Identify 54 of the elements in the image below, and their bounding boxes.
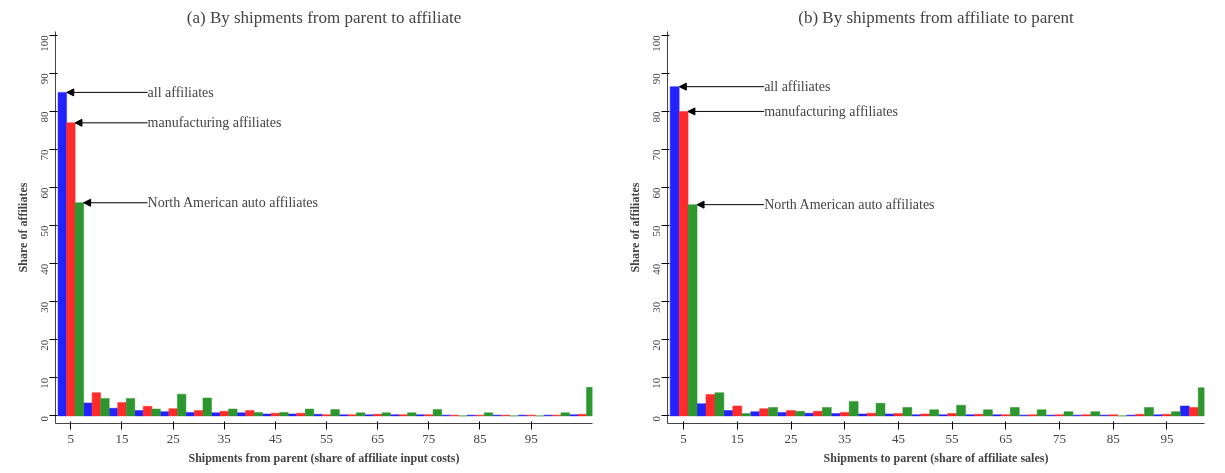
x-tick-label: 35 <box>838 430 852 446</box>
y-tick-label: 50 <box>650 225 662 237</box>
y-tick-label: 80 <box>38 110 50 123</box>
x-tick-label: 95 <box>1160 430 1174 446</box>
annotation: manufacturing affiliates <box>147 115 282 131</box>
x-tick-label: 45 <box>891 430 905 446</box>
annotation: all affiliates <box>764 79 831 95</box>
x-tick-label: 75 <box>1053 430 1067 446</box>
y-tick-label: 10 <box>38 377 50 389</box>
x-tick-label: 85 <box>1106 430 1120 446</box>
x-tick-label: 5 <box>67 430 75 446</box>
x-axis-title: Shipments to parent (share of affiliate sales) <box>823 450 1049 465</box>
x-tick-label: 45 <box>268 430 282 446</box>
y-axis-title: Share of affiliates <box>15 182 30 273</box>
annotation: manufacturing affiliates <box>764 103 899 119</box>
x-tick-label: 25 <box>166 430 180 446</box>
y-tick-label: 0 <box>650 415 662 422</box>
y-tick-label: 20 <box>650 339 662 351</box>
x-tick-label: 85 <box>473 430 487 446</box>
annotation: North American auto affiliates <box>147 195 318 211</box>
chart-title: (b) By shipments from affiliate to parent <box>798 7 1074 27</box>
x-tick-label: 55 <box>320 430 334 446</box>
y-tick-label: 0 <box>38 415 50 422</box>
y-tick-label: 40 <box>38 263 50 275</box>
y-tick-label: 90 <box>38 72 50 85</box>
x-axis-title: Shipments from parent (share of affiliate input costs) <box>188 450 460 465</box>
y-tick-label: 30 <box>38 301 50 313</box>
x-tick-label: 65 <box>999 430 1013 446</box>
y-tick-label: 50 <box>38 225 50 237</box>
x-tick-label: 15 <box>730 430 744 446</box>
x-tick-label: 35 <box>217 430 231 446</box>
y-tick-label: 70 <box>38 148 50 161</box>
y-tick-label: 60 <box>650 187 662 199</box>
y-tick-label: 100 <box>650 34 662 52</box>
x-tick-label: 15 <box>115 430 129 446</box>
chart-title: (a) By shipments from parent to affiliate <box>186 7 462 27</box>
y-tick-label: 20 <box>38 339 50 351</box>
annotation: all affiliates <box>147 84 214 100</box>
annotation: North American auto affiliates <box>764 197 935 213</box>
x-tick-label: 25 <box>784 430 798 446</box>
x-tick-label: 55 <box>945 430 959 446</box>
y-tick-label: 60 <box>38 187 50 199</box>
x-tick-label: 5 <box>680 430 687 446</box>
y-tick-label: 40 <box>650 263 662 275</box>
y-tick-label: 10 <box>650 377 662 389</box>
x-tick-label: 75 <box>422 430 436 446</box>
y-tick-label: 80 <box>650 110 662 123</box>
y-tick-label: 90 <box>650 72 662 85</box>
x-tick-label: 95 <box>524 430 538 446</box>
y-tick-label: 30 <box>650 301 662 313</box>
y-tick-label: 100 <box>38 34 50 52</box>
y-tick-label: 70 <box>650 148 662 161</box>
y-axis-title: Share of affiliates <box>627 182 642 273</box>
x-tick-label: 65 <box>371 430 385 446</box>
